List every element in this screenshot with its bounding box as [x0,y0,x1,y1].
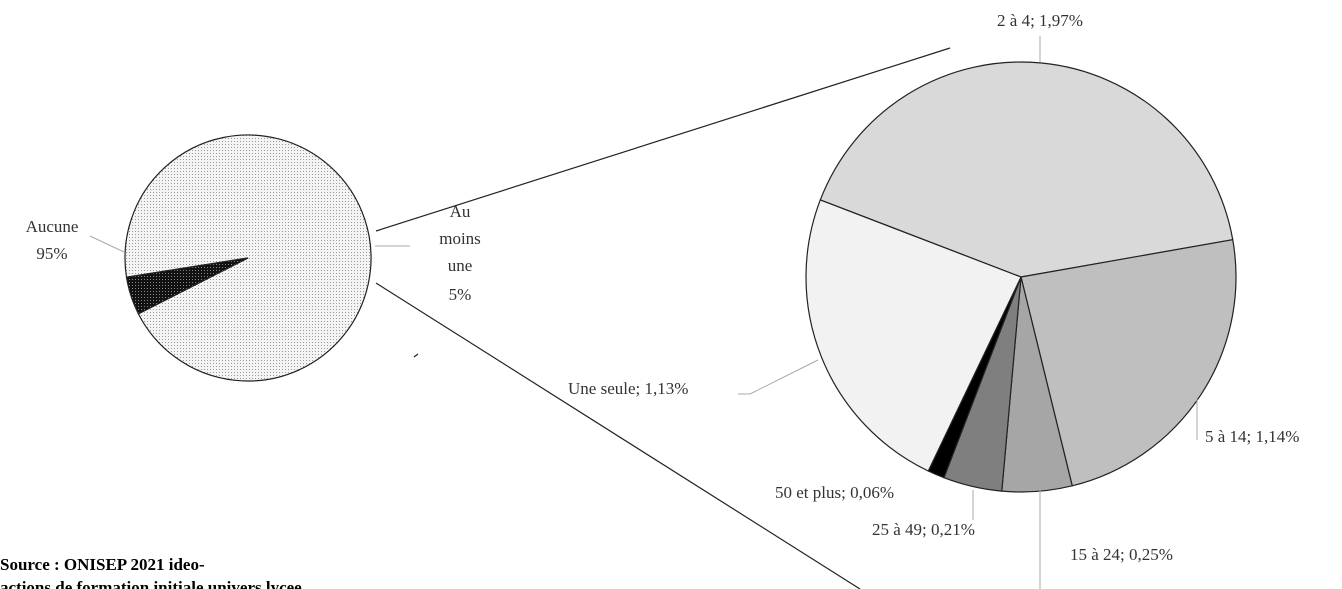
data-label: 2 à 4; 1,97% [997,11,1083,30]
pie-slice [819,61,1234,278]
data-label: Une seule; 1,13% [568,379,688,398]
category-label: Au moins une [439,202,481,275]
data-label: 5 à 14; 1,14% [1205,427,1299,446]
pie-slice [805,199,1022,472]
category-label: Aucune [26,217,79,236]
leader-line [749,359,819,395]
connector-line [375,282,861,589]
connector-line [375,47,951,232]
data-label: 50 et plus; 0,06% [775,483,894,502]
pie-slice [125,257,249,315]
stray-mark [413,353,419,358]
pie-slice [1020,238,1237,487]
data-label: 25 à 49; 0,21% [872,520,975,539]
data-label: 15 à 24; 0,25% [1070,545,1173,564]
label-line: Aucune [26,217,79,236]
value-label: 5% [449,285,472,304]
label-line: Au [450,202,471,221]
label-line: moins [439,229,481,248]
source-note: Source : ONISEP 2021 ideo- [0,555,205,574]
value-label: 95% [36,244,67,263]
source-note: actions de formation initiale univers ly… [0,578,302,589]
label-line: une [448,256,473,275]
leader-line [89,235,125,253]
